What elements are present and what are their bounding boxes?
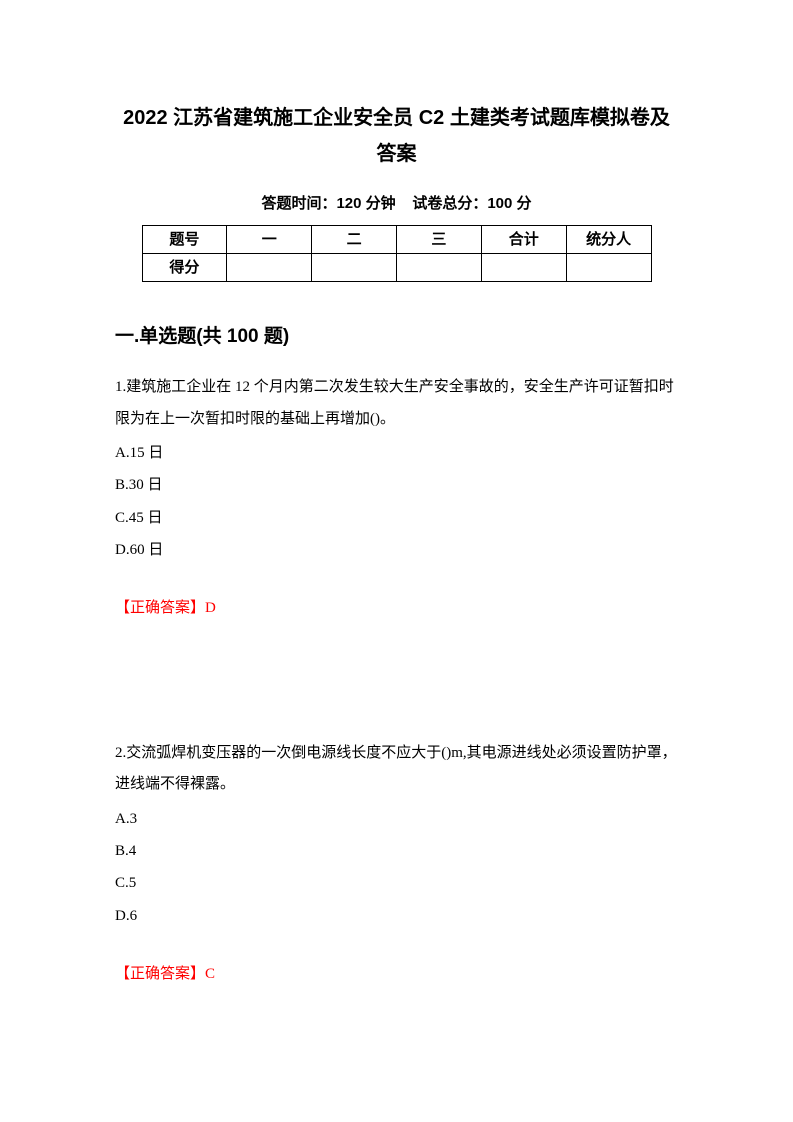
score-cell-1 (227, 254, 312, 282)
answer-value: C (205, 966, 215, 982)
header-col-3: 三 (396, 226, 481, 254)
header-col-scorer: 统分人 (566, 226, 651, 254)
question-1-option-a: A.15 日 (115, 437, 678, 469)
question-1-option-c: C.45 日 (115, 502, 678, 534)
time-label: 答题时间：120 分钟 (261, 195, 395, 212)
section-header: 一.单选题(共 100 题) (115, 320, 678, 354)
header-col-1: 一 (227, 226, 312, 254)
header-question-number: 题号 (142, 226, 227, 254)
header-col-total: 合计 (481, 226, 566, 254)
question-2-option-d: D.6 (115, 900, 678, 932)
score-row-label: 得分 (142, 254, 227, 282)
question-1-answer: 【正确答案】D (115, 594, 678, 623)
question-2-option-c: C.5 (115, 867, 678, 899)
exam-subtitle: 答题时间：120 分钟 试卷总分：100 分 (115, 190, 678, 217)
answer-label: 【正确答案】 (115, 600, 205, 616)
score-cell-3 (396, 254, 481, 282)
score-cell-scorer (566, 254, 651, 282)
table-header-row: 题号 一 二 三 合计 统分人 (142, 226, 651, 254)
score-cell-2 (312, 254, 397, 282)
score-cell-total (481, 254, 566, 282)
question-2-option-b: B.4 (115, 835, 678, 867)
total-score-label: 试卷总分：100 分 (412, 195, 531, 212)
question-2-answer: 【正确答案】C (115, 960, 678, 989)
answer-label: 【正确答案】 (115, 966, 205, 982)
header-col-2: 二 (312, 226, 397, 254)
question-2-text: 2.交流弧焊机变压器的一次倒电源线长度不应大于()m,其电源进线处必须设置防护罩… (115, 738, 678, 801)
question-2-option-a: A.3 (115, 803, 678, 835)
exam-title: 2022 江苏省建筑施工企业安全员 C2 土建类考试题库模拟卷及答案 (115, 100, 678, 172)
question-1-option-d: D.60 日 (115, 534, 678, 566)
table-score-row: 得分 (142, 254, 651, 282)
question-1-option-b: B.30 日 (115, 469, 678, 501)
question-1-text: 1.建筑施工企业在 12 个月内第二次发生较大生产安全事故的，安全生产许可证暂扣… (115, 372, 678, 435)
answer-value: D (205, 600, 216, 616)
score-table: 题号 一 二 三 合计 统分人 得分 (142, 225, 652, 282)
